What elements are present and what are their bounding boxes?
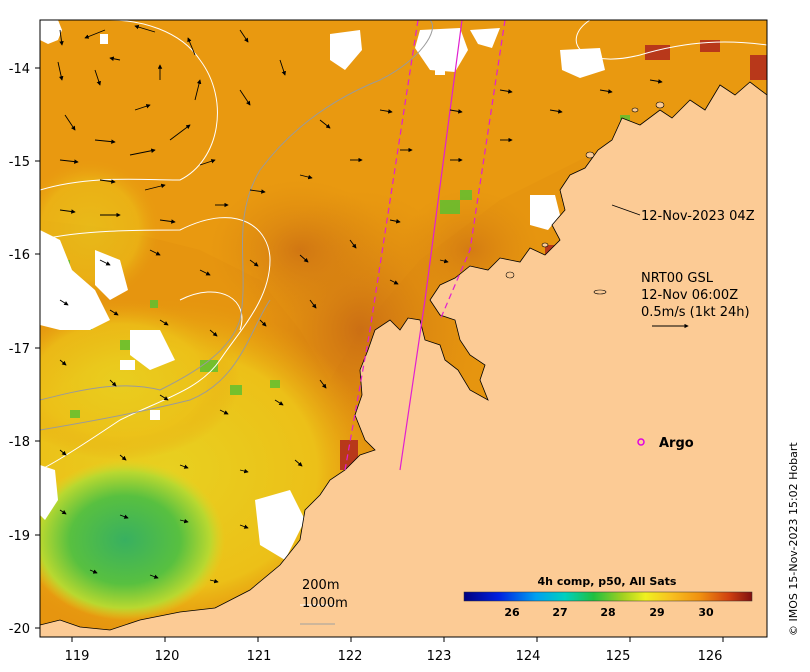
colorbar-tick: 28 [600,606,615,619]
y-tick-label: -20 [9,622,30,637]
current-time-label: 12-Nov 06:00Z [641,288,738,303]
colorbar-tick: 30 [698,606,714,619]
y-tick-label: -19 [9,529,30,544]
colorbar: 4h comp, p50, All Sats 26 27 28 29 30 [463,575,753,619]
credit-label: © IMOS 15-Nov-2023 15:02 Hobart [787,442,800,636]
bathymetry-contours [40,20,767,625]
argo-marker [637,438,645,446]
x-tick-label: 123 [427,649,452,664]
y-tick-label: -17 [9,342,30,357]
x-axis [71,637,724,642]
colorbar-gradient [463,591,753,602]
overpass-label: 12-Nov-2023 04Z [641,209,755,224]
x-tick-label: 125 [606,649,631,664]
y-axis [35,67,40,629]
contour-1000-label: 1000m [302,596,348,611]
x-tick-label: 121 [247,649,272,664]
islands [505,101,665,295]
colorbar-tick: 27 [552,606,567,619]
x-tick-label: 122 [338,649,363,664]
y-tick-label: -15 [9,155,30,170]
y-tick-label: -14 [9,62,30,77]
argo-label: Argo [659,436,694,451]
current-vectors [57,24,663,584]
sst-hot-patches [340,40,767,470]
y-tick-label: -16 [9,248,30,263]
colorbar-tick: 29 [649,606,664,619]
plot-frame [39,19,768,638]
sst-coolest-pool [40,460,225,620]
current-scale-label: 0.5m/s (1kt 24h) [641,305,750,320]
current-model-label: NRT00 GSL [641,271,714,286]
satellite-track [344,20,506,471]
x-tick-label: 120 [155,649,180,664]
y-tick-label: -18 [9,435,30,450]
colorbar-tick: 26 [504,606,520,619]
x-tick-label: 124 [516,649,541,664]
contour-200-label: 200m [302,578,339,593]
cloud-mask [40,20,605,560]
x-tick-label: 119 [65,649,90,664]
x-tick-label: 126 [698,649,723,664]
overpass-pointer [611,204,641,216]
colorbar-title: 4h comp, p50, All Sats [538,575,677,588]
land-mass [40,20,767,637]
